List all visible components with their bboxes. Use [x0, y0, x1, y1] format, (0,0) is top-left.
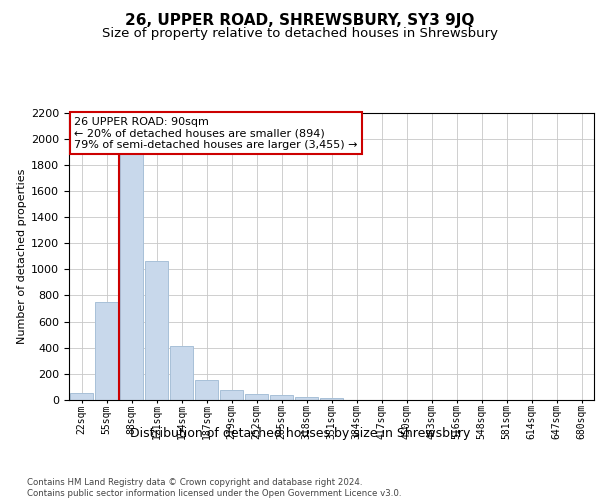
Bar — [195, 380, 218, 400]
Text: 26 UPPER ROAD: 90sqm
← 20% of detached houses are smaller (894)
79% of semi-deta: 26 UPPER ROAD: 90sqm ← 20% of detached h… — [74, 117, 358, 150]
Bar — [120, 152, 143, 400]
Bar — [145, 262, 168, 400]
Y-axis label: Number of detached properties: Number of detached properties — [17, 168, 27, 344]
Bar — [270, 396, 293, 400]
Bar — [220, 390, 243, 400]
Bar — [320, 398, 343, 400]
Bar — [70, 394, 93, 400]
Text: Size of property relative to detached houses in Shrewsbury: Size of property relative to detached ho… — [102, 28, 498, 40]
Text: Contains HM Land Registry data © Crown copyright and database right 2024.
Contai: Contains HM Land Registry data © Crown c… — [27, 478, 401, 498]
Text: Distribution of detached houses by size in Shrewsbury: Distribution of detached houses by size … — [130, 428, 470, 440]
Bar — [95, 302, 118, 400]
Bar — [295, 397, 318, 400]
Bar — [245, 394, 268, 400]
Text: 26, UPPER ROAD, SHREWSBURY, SY3 9JQ: 26, UPPER ROAD, SHREWSBURY, SY3 9JQ — [125, 12, 475, 28]
Bar — [170, 346, 193, 400]
